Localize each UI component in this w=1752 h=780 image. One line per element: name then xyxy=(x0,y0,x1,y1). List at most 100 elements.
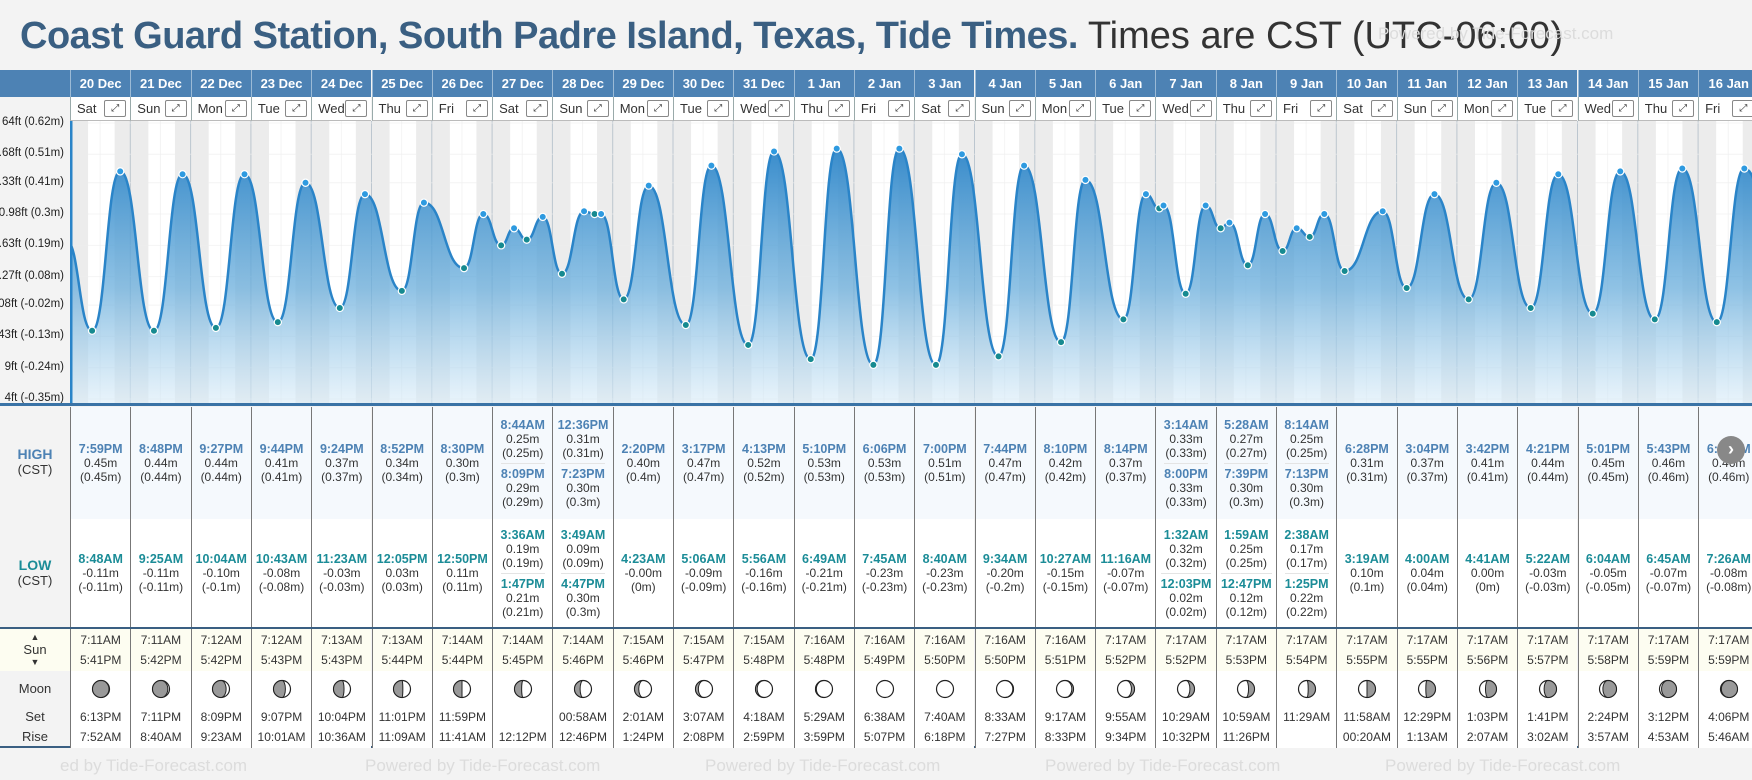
moon-cell: 11:58AM 00:20AM xyxy=(1336,671,1397,748)
moon-phase-icon xyxy=(1176,679,1196,699)
expand-day-button[interactable]: ⤢ xyxy=(1551,100,1574,117)
moon-phase-icon xyxy=(151,679,171,699)
low-tide-height-alt: (-0.09m) xyxy=(680,580,727,594)
low-tide-time: 12:50PM xyxy=(437,552,488,566)
next-page-button[interactable]: › xyxy=(1717,436,1745,464)
low-tide-time: 1:25PM xyxy=(1284,576,1329,591)
expand-day-button[interactable]: ⤢ xyxy=(285,100,308,117)
low-tide-cell: 6:04AM -0.05m (-0.05m) xyxy=(1577,519,1638,627)
high-tide-point xyxy=(1081,175,1090,185)
moon-shadow xyxy=(574,680,584,698)
expand-day-button[interactable]: ⤢ xyxy=(1189,100,1212,117)
expand-day-button[interactable]: ⤢ xyxy=(646,100,669,117)
low-tide-time: 9:25AM xyxy=(138,552,184,566)
expand-day-button[interactable]: ⤢ xyxy=(1611,100,1634,117)
expand-day-button[interactable]: ⤢ xyxy=(888,100,911,117)
day-name: Fri xyxy=(438,101,454,116)
high-tide-time: 9:44PM xyxy=(259,442,304,456)
low-tide-point xyxy=(273,317,283,327)
date-header: 23 Dec xyxy=(250,70,312,97)
sun-label: Sun xyxy=(23,642,47,657)
low-tide-point xyxy=(1216,224,1225,233)
date-header: 5 Jan xyxy=(1034,70,1096,97)
sunrise-time: 7:14AM xyxy=(502,633,544,647)
moon-cell: 8:09PM 9:23AM xyxy=(190,671,251,748)
day-header: Wed ⤢ xyxy=(733,97,794,121)
low-tide-cell: 12:50PM 0.11m (0.11m) xyxy=(431,519,493,627)
expand-day-button[interactable]: ⤢ xyxy=(707,100,730,117)
expand-day-button[interactable]: ⤢ xyxy=(1069,100,1092,117)
high-tide-cell: 8:44AM 0.25m (0.25m) 8:09PM 0.29m (0.29m) xyxy=(492,407,553,519)
moonset-time: 10:29AM xyxy=(1162,710,1211,724)
expand-day-button[interactable]: ⤢ xyxy=(164,100,187,117)
high-tide-height-alt: (0.37m) xyxy=(1105,470,1147,484)
expand-day-button[interactable]: ⤢ xyxy=(1008,100,1031,117)
watermark-footer: Powered by Tide-Forecast.com xyxy=(705,756,941,775)
low-tide-time: 4:00AM xyxy=(1405,552,1450,566)
expand-icon: ⤢ xyxy=(1196,103,1205,114)
low-tide-height-alt: (-0.07m) xyxy=(1645,580,1692,594)
high-tide-point xyxy=(1320,209,1329,219)
expand-day-button[interactable]: ⤢ xyxy=(1732,100,1752,117)
moon-shadow xyxy=(1425,679,1437,699)
high-tide-point xyxy=(360,189,370,199)
day-header: Tue ⤢ xyxy=(673,97,734,121)
expand-day-button[interactable]: ⤢ xyxy=(1129,100,1152,117)
high-tide-time: 2:20PM xyxy=(621,442,666,456)
day-header: Sat ⤢ xyxy=(492,97,553,121)
high-tide-height: 0.41m xyxy=(1470,456,1505,470)
sun-cell: 7:13AM 5:44PM xyxy=(371,629,432,671)
moon-cell: 1:41PM 3:02AM xyxy=(1517,671,1578,748)
low-tide-cell: 3:19AM 0.10m (0.1m) xyxy=(1336,519,1397,627)
high-tide-event: 8:48PM 0.44m (0.44m) xyxy=(139,439,183,487)
moon-phase-icon xyxy=(935,679,954,699)
low-tide-cell: 1:32AM 0.32m (0.32m) 12:03PM 0.02m (0.02m) xyxy=(1155,519,1216,627)
expand-day-button[interactable]: ⤢ xyxy=(1430,100,1453,117)
low-tide-cell: 11:16AM -0.07m (-0.07m) xyxy=(1095,519,1156,627)
expand-day-button[interactable]: ⤢ xyxy=(1491,100,1514,117)
sun-cell: 7:17AM 5:52PM xyxy=(1155,629,1216,671)
expand-icon: ⤢ xyxy=(1377,103,1386,114)
expand-day-button[interactable]: ⤢ xyxy=(767,100,790,117)
expand-day-button[interactable]: ⤢ xyxy=(1672,100,1695,117)
expand-icon: ⤢ xyxy=(1558,103,1567,114)
expand-day-button[interactable]: ⤢ xyxy=(948,100,971,117)
high-tide-point xyxy=(538,212,547,222)
expand-day-button[interactable]: ⤢ xyxy=(104,100,127,117)
expand-day-button[interactable]: ⤢ xyxy=(466,100,489,117)
sunrise-time: 7:17AM xyxy=(1708,633,1750,647)
moon-phase-icon xyxy=(332,679,351,699)
expand-day-button[interactable]: ⤢ xyxy=(1310,100,1333,117)
expand-day-button[interactable]: ⤢ xyxy=(526,100,549,117)
expand-day-button[interactable]: ⤢ xyxy=(1370,100,1393,117)
high-tide-event: 4:13PM 0.52m (0.52m) xyxy=(742,439,786,487)
high-tide-point xyxy=(644,181,653,190)
low-tide-point xyxy=(1278,246,1287,256)
moonset-label: Set xyxy=(25,709,45,724)
day-name: Tue xyxy=(1524,101,1547,116)
expand-day-button[interactable]: ⤢ xyxy=(224,100,247,117)
moon-cell: 3:12PM 4:53AM xyxy=(1637,671,1699,748)
expand-day-button[interactable]: ⤢ xyxy=(345,100,368,117)
high-tide-point xyxy=(769,147,779,156)
expand-day-button[interactable]: ⤢ xyxy=(405,100,428,117)
low-tide-cell: 3:49AM 0.09m (0.09m) 4:47PM 0.30m (0.3m) xyxy=(552,519,613,627)
date-header: 8 Jan xyxy=(1215,70,1276,97)
low-tide-time: 11:16AM xyxy=(1100,552,1152,566)
day-header: Thu ⤢ xyxy=(793,97,854,121)
low-tide-event: 5:06AM -0.09m (-0.09m) xyxy=(681,549,726,597)
low-tide-height-alt: (0.17m) xyxy=(1285,555,1328,570)
expand-day-button[interactable]: ⤢ xyxy=(1249,100,1272,117)
high-tide-cell: 9:44PM 0.41m (0.41m) xyxy=(250,407,312,519)
high-tide-time: 8:09PM xyxy=(500,466,545,481)
low-tide-height-alt: (0.19m) xyxy=(502,555,544,570)
low-label: LOW xyxy=(18,557,52,573)
high-tide-height: 0.25m xyxy=(1289,431,1324,446)
moon-cell: 2:24PM 3:57AM xyxy=(1577,671,1638,748)
moonset-time: 9:17AM xyxy=(1044,710,1087,724)
expand-icon: ⤢ xyxy=(533,103,542,114)
expand-day-button[interactable]: ⤢ xyxy=(827,100,850,117)
moonrise-time: 5:46AM xyxy=(1708,730,1750,744)
expand-day-button[interactable]: ⤢ xyxy=(586,100,609,117)
moon-phase-icon xyxy=(634,679,653,699)
